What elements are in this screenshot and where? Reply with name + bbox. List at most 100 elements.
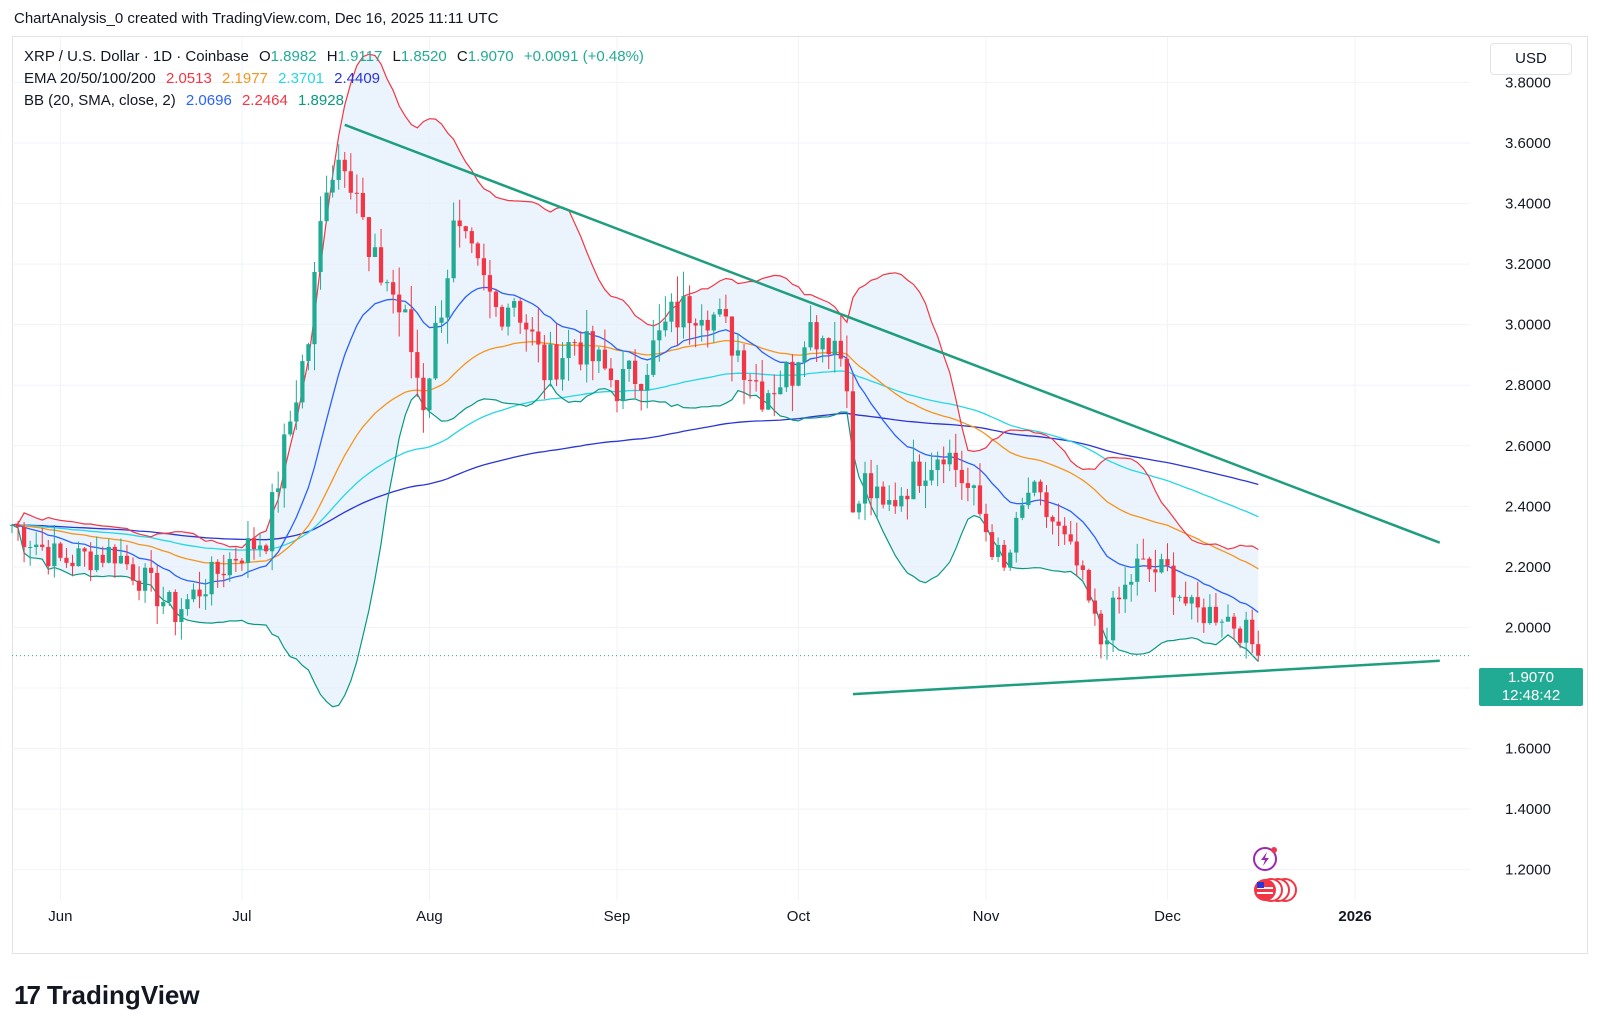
last-price-tag: 1.9070 12:48:42 bbox=[1479, 668, 1583, 706]
chart-frame bbox=[12, 36, 1588, 954]
candle bbox=[548, 331, 553, 387]
candle bbox=[536, 307, 541, 363]
ema100-value: 2.3701 bbox=[278, 70, 324, 87]
candle bbox=[100, 546, 105, 568]
us-flag-events-icon[interactable] bbox=[1254, 878, 1297, 902]
candle-body bbox=[1062, 525, 1067, 535]
tradingview-logo-mark: 17 bbox=[14, 980, 41, 1010]
candle bbox=[977, 463, 983, 517]
candle bbox=[802, 341, 807, 378]
ema50-value: 2.1977 bbox=[222, 70, 268, 87]
candle-body bbox=[372, 247, 378, 257]
candle bbox=[657, 304, 662, 362]
x-tick-label: Jul bbox=[232, 908, 251, 925]
candle-body bbox=[614, 380, 620, 402]
candle bbox=[1153, 549, 1158, 592]
candle bbox=[790, 354, 795, 412]
candle-body bbox=[64, 557, 69, 563]
candle-body bbox=[348, 171, 353, 193]
candle-body bbox=[76, 548, 81, 567]
candle-body bbox=[360, 192, 366, 218]
y-tick-label: 2.6000 bbox=[1505, 438, 1551, 455]
candle-body bbox=[433, 322, 438, 379]
candle-body bbox=[155, 572, 160, 607]
candle-body bbox=[1116, 597, 1122, 600]
candle-body bbox=[1129, 581, 1134, 585]
candle-body bbox=[209, 561, 214, 595]
candle-body bbox=[270, 492, 275, 552]
candle bbox=[717, 298, 722, 317]
candle-body bbox=[1207, 606, 1212, 624]
candle bbox=[983, 503, 989, 542]
candle-body bbox=[862, 473, 868, 504]
y-tick-label: 2.8000 bbox=[1505, 377, 1551, 394]
candle-body bbox=[772, 393, 777, 395]
tradingview-logo[interactable]: 17 TradingView bbox=[14, 980, 200, 1011]
candle bbox=[76, 541, 81, 567]
candle bbox=[94, 536, 99, 573]
trendlines[interactable] bbox=[344, 123, 1441, 696]
candle-body bbox=[306, 344, 311, 362]
event-icons[interactable] bbox=[1253, 847, 1297, 902]
candle bbox=[457, 199, 462, 248]
candle bbox=[221, 554, 226, 588]
candle-body bbox=[1141, 558, 1146, 560]
candle-body bbox=[391, 282, 396, 295]
candle-body bbox=[409, 309, 414, 353]
symbol-label[interactable]: XRP / U.S. Dollar · 1D · Coinbase bbox=[24, 48, 249, 65]
candle bbox=[1104, 627, 1110, 660]
candle-body bbox=[130, 564, 136, 581]
candle bbox=[1026, 477, 1031, 510]
candle-body bbox=[935, 459, 940, 471]
candle bbox=[282, 423, 287, 508]
candle bbox=[300, 354, 305, 409]
candle-body bbox=[633, 360, 638, 384]
legend-ema-row[interactable]: EMA 20/50/100/200 2.0513 2.1977 2.3701 2… bbox=[24, 68, 650, 90]
y-tick-label: 1.6000 bbox=[1505, 741, 1551, 758]
candle bbox=[995, 537, 1001, 563]
ema-label: EMA 20/50/100/200 bbox=[24, 70, 156, 87]
candle-body bbox=[161, 601, 166, 607]
candle bbox=[1038, 479, 1043, 506]
candle bbox=[844, 335, 849, 409]
candle-body bbox=[46, 547, 51, 567]
candle-body bbox=[747, 379, 753, 381]
candle-body bbox=[463, 226, 468, 232]
candle bbox=[421, 363, 426, 433]
candle bbox=[1050, 515, 1055, 535]
candle bbox=[965, 467, 970, 502]
candle-body bbox=[403, 309, 408, 313]
candle-body bbox=[1104, 640, 1110, 645]
candle-body bbox=[657, 330, 662, 341]
candle bbox=[155, 565, 160, 625]
candle-body bbox=[596, 349, 601, 362]
candle bbox=[669, 293, 674, 333]
candle bbox=[82, 547, 87, 567]
ema200-value: 2.4409 bbox=[334, 70, 381, 87]
tradingview-logo-text: TradingView bbox=[46, 980, 200, 1010]
legend-bb-row[interactable]: BB (20, SMA, close, 2) 2.0696 2.2464 1.8… bbox=[24, 90, 650, 112]
candle bbox=[324, 175, 329, 223]
candle-body bbox=[572, 342, 577, 344]
candle-body bbox=[1147, 558, 1152, 570]
candle-body bbox=[112, 546, 117, 564]
candle-body bbox=[1086, 569, 1091, 601]
candle bbox=[1195, 581, 1200, 623]
candle-body bbox=[487, 275, 493, 292]
candle-body bbox=[965, 483, 970, 488]
candle-body bbox=[923, 480, 928, 486]
candle-body bbox=[814, 322, 819, 350]
candle-body bbox=[584, 331, 589, 365]
candle bbox=[70, 554, 75, 577]
candle bbox=[179, 598, 184, 640]
candle bbox=[808, 305, 813, 351]
y-tick-label: 3.6000 bbox=[1505, 135, 1551, 152]
candle-body bbox=[191, 589, 196, 600]
candle-body bbox=[179, 609, 184, 622]
candle bbox=[58, 541, 63, 562]
currency-button[interactable]: USD bbox=[1490, 43, 1572, 75]
candle bbox=[469, 227, 474, 254]
candle-body bbox=[1159, 559, 1164, 573]
x-tick-label: Dec bbox=[1154, 908, 1181, 925]
